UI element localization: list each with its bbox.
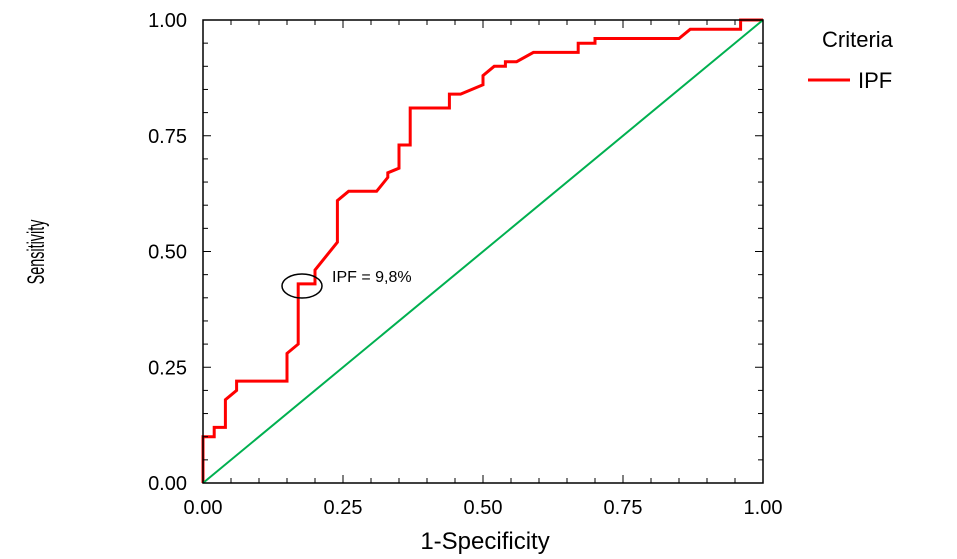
legend-title: Criteria [822, 27, 894, 52]
x-tick-label: 0.25 [324, 497, 363, 519]
y-tick-label: 0.25 [148, 357, 187, 379]
x-tick-label: 0.50 [464, 497, 503, 519]
y-axis-title: Sensitivity [23, 220, 50, 285]
annotation-label: IPF = 9,8% [332, 269, 412, 286]
axis-ticks [202, 19, 764, 484]
series-line-ipf [201, 18, 763, 483]
annotation: IPF = 9,8% [281, 269, 412, 299]
y-tick-label: 0.00 [148, 473, 187, 495]
legend: Criteria IPF [808, 27, 894, 93]
legend-label-ipf: IPF [858, 68, 892, 93]
annotation-circle [281, 273, 323, 299]
diagonal-reference-line [202, 19, 764, 484]
x-tick-label: 1.00 [744, 497, 783, 519]
x-tick-label: 0.00 [184, 497, 223, 519]
tick-labels: 0.00 0.25 0.50 0.75 1.00 0.00 0.25 0.50 0.75 1.00 [148, 10, 782, 519]
x-tick-label: 0.75 [604, 497, 643, 519]
y-tick-label: 1.00 [148, 10, 187, 32]
x-axis-title: 1-Specificity [420, 528, 549, 555]
y-tick-label: 0.50 [148, 242, 187, 264]
plot-area [201, 18, 764, 484]
y-tick-label: 0.75 [148, 126, 187, 148]
